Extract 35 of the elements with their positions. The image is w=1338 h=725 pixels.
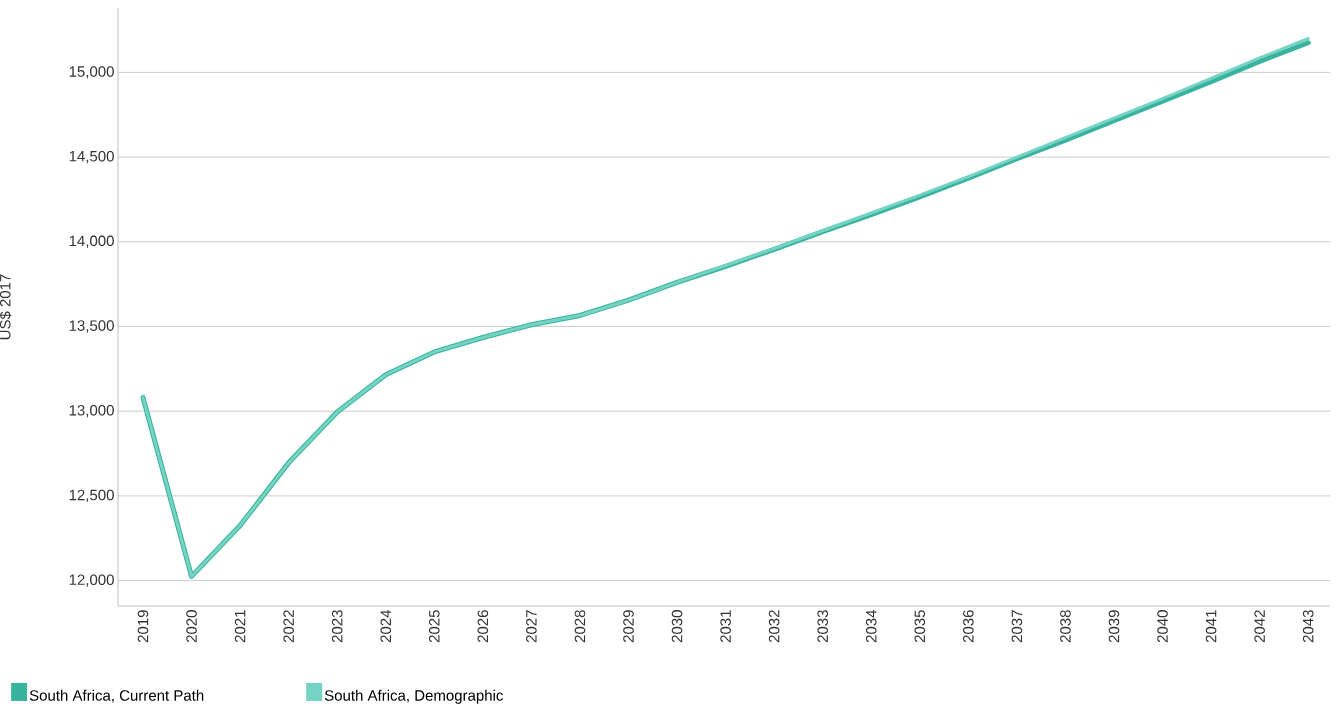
- x-tick-label: 2028: [574, 610, 586, 643]
- x-tick-label: 2026: [477, 610, 489, 643]
- x-tick-label: 2025: [428, 610, 440, 643]
- y-tick-label: 12,000: [69, 574, 114, 587]
- x-tick-label: 2030: [671, 610, 683, 643]
- legend-label: South Africa, Current Path: [29, 689, 204, 703]
- x-tick-label: 2019: [137, 610, 149, 643]
- x-tick-label: 2036: [963, 610, 974, 643]
- x-tick-label: 2027: [526, 610, 537, 643]
- x-tick-label: 2021: [234, 610, 246, 643]
- x-tick-label: 2043: [1302, 610, 1314, 643]
- x-tick-label: 2029: [623, 610, 634, 643]
- x-tick-label: 2024: [380, 609, 392, 643]
- x-tick-label: 2020: [186, 610, 197, 643]
- y-tick-label: 15,000: [69, 66, 114, 79]
- y-axis-title: US$ 2017: [0, 274, 12, 340]
- y-tick-label: 12,500: [69, 489, 114, 503]
- x-tick-label: 2038: [1060, 610, 1071, 643]
- x-tick-label: 2041: [1205, 610, 1217, 643]
- x-tick-label: 2032: [768, 610, 780, 643]
- x-tick-label: 2035: [914, 610, 926, 643]
- x-tick-label: 2023: [331, 610, 343, 643]
- y-tick-label: 13,000: [69, 404, 114, 418]
- y-tick-label: 13,500: [69, 320, 114, 333]
- x-tick-label: 2033: [817, 610, 828, 643]
- x-tick-label: 2042: [1254, 610, 1265, 643]
- x-tick-label: 2040: [1157, 610, 1168, 643]
- legend-label: South Africa, Demographic: [324, 689, 504, 704]
- x-tick-label: 2031: [720, 610, 731, 643]
- y-tick-label: 14,500: [69, 150, 114, 164]
- x-tick-label: 2039: [1108, 610, 1120, 643]
- y-tick-label: 14,000: [69, 235, 114, 248]
- x-tick-label: 2037: [1011, 610, 1023, 643]
- x-tick-label: 2022: [283, 610, 294, 643]
- x-tick-label: 2034: [865, 609, 877, 643]
